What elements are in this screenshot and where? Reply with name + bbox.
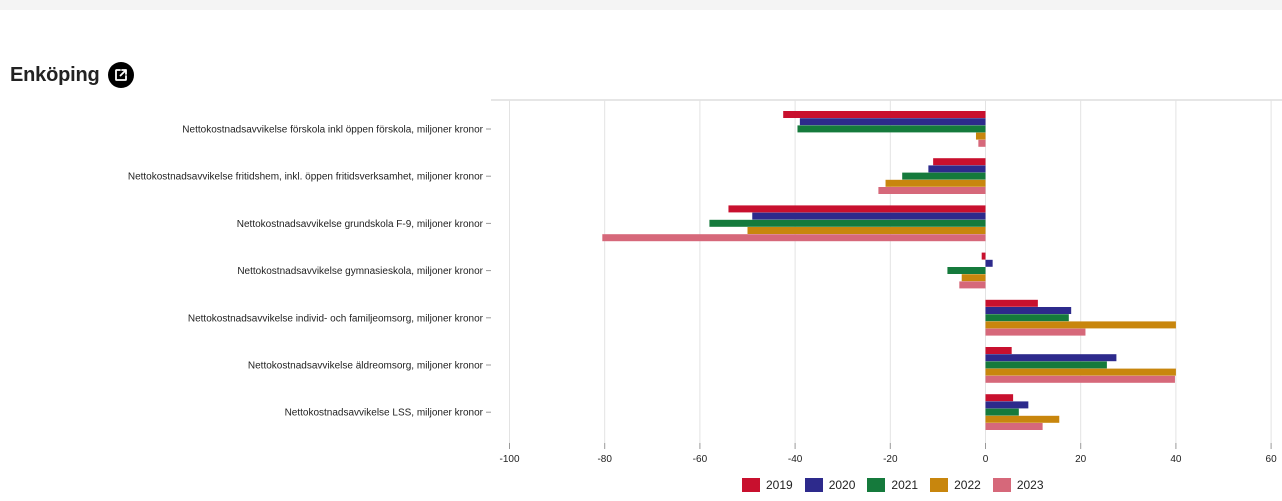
bar-2021	[985, 314, 1069, 322]
category-label: Nettokostnadsavvikelse gymnasieskola, mi…	[237, 266, 483, 277]
legend-item-2022[interactable]: 2022	[930, 478, 981, 492]
bar-2022	[885, 179, 986, 187]
legend-label: 2021	[891, 478, 919, 492]
bar-2023	[959, 281, 986, 289]
bar-2021	[947, 267, 986, 274]
page-title: Enköping	[10, 63, 100, 86]
bar-2023	[878, 187, 986, 194]
category-label: Nettokostnadsavvikelse äldreomsorg, milj…	[248, 361, 484, 372]
x-tick-label: -20	[883, 454, 898, 465]
legend-label: 2023	[1016, 478, 1044, 492]
legend-item-2020[interactable]: 2020	[804, 478, 856, 492]
x-tick-label: 0	[983, 454, 989, 465]
bar-2020	[985, 259, 993, 267]
chart-legend: 2019 2020 2021 2022 2023	[742, 478, 1056, 492]
legend-item-2019[interactable]: 2019	[742, 478, 793, 492]
external-link-icon[interactable]	[107, 62, 134, 88]
bar-2019	[728, 205, 986, 213]
bar-2020	[752, 212, 986, 220]
x-tick-label: -80	[597, 454, 612, 465]
bar-2019	[981, 252, 986, 260]
bar-2020	[928, 165, 986, 173]
bar-2019	[985, 394, 1014, 402]
legend-swatch	[804, 478, 823, 492]
legend-label: 2020	[828, 478, 856, 492]
bar-2022	[961, 274, 986, 282]
bar-2019	[985, 299, 1038, 307]
top-band	[0, 0, 1282, 10]
legend-label: 2019	[766, 478, 793, 492]
bar-2022	[975, 132, 986, 140]
legend-item-2021[interactable]: 2021	[867, 478, 918, 492]
x-tick-label: 40	[1170, 454, 1182, 465]
category-label: Nettokostnadsavvikelse förskola inkl öpp…	[182, 125, 483, 136]
x-tick-label: -40	[788, 454, 803, 465]
bar-2022	[985, 368, 1176, 376]
bar-2022	[985, 415, 1060, 423]
category-label: Nettokostnadsavvikelse fritidshem, inkl.…	[128, 172, 484, 183]
chart-header: Enköping	[10, 60, 134, 90]
legend-swatch	[992, 478, 1011, 492]
bar-2021	[797, 125, 986, 133]
bar-2022	[747, 227, 986, 234]
x-tick-label: -60	[693, 454, 708, 465]
bar-2023	[985, 375, 1175, 383]
x-tick-label: -100	[499, 454, 519, 465]
legend-swatch	[867, 478, 886, 492]
bar-2023	[985, 328, 1086, 336]
bar-2023	[978, 139, 986, 147]
bar-2020	[985, 307, 1072, 314]
legend-label: 2022	[954, 478, 981, 492]
legend-item-2023[interactable]: 2023	[992, 478, 1044, 492]
bar-2019	[985, 347, 1012, 354]
x-tick-label: 20	[1075, 454, 1087, 465]
category-label: Nettokostnadsavvikelse grundskola F-9, m…	[237, 219, 484, 230]
category-label: Nettokostnadsavvikelse individ- och fami…	[188, 313, 484, 324]
legend-swatch	[742, 478, 760, 492]
legend-swatch	[930, 478, 949, 492]
bar-2021	[902, 172, 986, 180]
bar-2023	[602, 234, 986, 242]
bar-2021	[709, 219, 986, 227]
category-label: Nettokostnadsavvikelse LSS, miljoner kro…	[285, 408, 484, 419]
bar-2022	[985, 321, 1176, 329]
bar-2019	[783, 111, 986, 118]
bar-2020	[985, 354, 1117, 362]
bar-2020	[985, 401, 1029, 409]
bar-2020	[799, 118, 986, 126]
bar-2019	[933, 158, 986, 166]
bar-2023	[985, 423, 1043, 430]
x-tick-label: 60	[1266, 454, 1278, 465]
bar-2021	[985, 361, 1107, 369]
bar-2021	[985, 408, 1019, 416]
